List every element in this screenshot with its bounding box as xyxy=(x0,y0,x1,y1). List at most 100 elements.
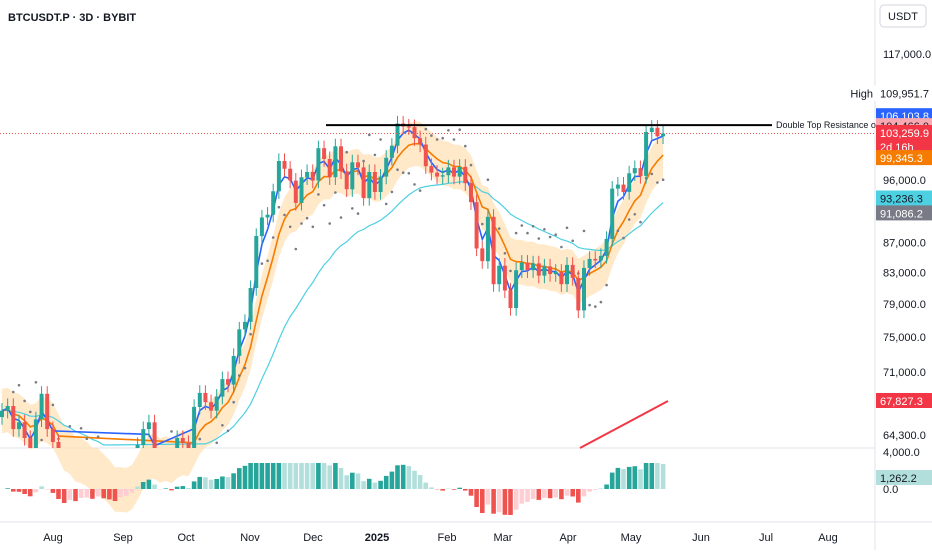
oscillator-bar xyxy=(310,463,315,489)
oscillator-bar xyxy=(655,463,660,489)
oscillator-bar xyxy=(265,463,270,489)
candle-body xyxy=(435,173,439,177)
price-tag: 91,086.2 xyxy=(876,205,932,220)
oscillator-bar xyxy=(113,489,118,501)
oscillator-bar xyxy=(141,482,146,489)
candle-body xyxy=(45,394,49,429)
candle-body xyxy=(305,172,309,177)
candle-body xyxy=(254,236,258,288)
oscillator-bar xyxy=(220,477,225,490)
candle-body xyxy=(175,438,179,448)
oscillator-bar xyxy=(440,489,445,491)
candle-body xyxy=(322,148,326,159)
oscillator-bar xyxy=(452,489,457,490)
oscillator-bar xyxy=(463,489,468,491)
oscillator-bar xyxy=(486,489,491,505)
oscillator-bar xyxy=(254,463,259,489)
oscillator-bar xyxy=(299,463,304,489)
candle-body xyxy=(203,393,207,402)
oscillator-bar xyxy=(152,485,157,489)
psar-dot xyxy=(300,222,303,225)
candle-body xyxy=(300,177,304,203)
psar-dot xyxy=(504,252,507,255)
oscillator-bar xyxy=(633,466,638,489)
candle-body xyxy=(633,168,637,173)
candle-body xyxy=(328,159,332,177)
price-tag-value: 93,236.3 xyxy=(880,194,923,206)
psar-dot xyxy=(312,226,315,229)
oscillator-tick-label: 4,000.0 xyxy=(883,447,920,459)
psar-dot xyxy=(656,181,659,184)
oscillator-bar xyxy=(327,465,332,489)
psar-dot xyxy=(295,248,298,251)
psar-dot xyxy=(583,230,586,233)
psar-dot xyxy=(441,137,444,140)
candle-body xyxy=(610,189,614,239)
candle-body xyxy=(23,422,27,438)
oscillator-bar xyxy=(164,488,169,489)
oscillator-bar xyxy=(356,473,361,489)
time-tick-label: May xyxy=(621,532,642,544)
oscillator-bar xyxy=(130,489,135,493)
oscillator-bar xyxy=(79,489,84,498)
psar-dot xyxy=(447,129,450,132)
psar-dot xyxy=(80,427,83,430)
candle-body xyxy=(288,169,292,181)
candle-body xyxy=(554,272,558,274)
psar-dot xyxy=(413,183,416,186)
time-tick-label: Sep xyxy=(113,532,133,544)
oscillator-bar xyxy=(537,489,542,500)
time-tick-label: Feb xyxy=(438,532,457,544)
psar-dot xyxy=(560,246,563,249)
candle-body xyxy=(40,394,44,420)
oscillator-bar xyxy=(457,488,462,489)
oscillator-bar xyxy=(378,481,383,489)
candle-body xyxy=(209,402,213,411)
candle-body xyxy=(277,161,281,191)
oscillator-bar xyxy=(22,489,27,494)
currency-button-label: USDT xyxy=(888,11,918,23)
oscillator-bar xyxy=(531,489,536,499)
oscillator-bar xyxy=(616,468,621,489)
oscillator-bar xyxy=(497,489,502,512)
psar-dot xyxy=(402,171,405,174)
psar-dot xyxy=(639,221,642,224)
psar-dot xyxy=(351,207,354,210)
oscillator-bar xyxy=(638,469,643,489)
candle-body xyxy=(531,263,535,270)
oscillator-bar xyxy=(226,477,231,489)
candle-body xyxy=(384,158,388,177)
candle-body xyxy=(565,265,569,284)
psar-dot xyxy=(345,151,348,154)
oscillator-bar xyxy=(361,481,366,489)
candle-body xyxy=(333,146,337,177)
oscillator-bar xyxy=(147,480,152,489)
candle-body xyxy=(367,172,371,198)
psar-dot xyxy=(23,400,26,403)
psar-dot xyxy=(662,178,665,181)
psar-dot xyxy=(588,304,591,307)
currency-button[interactable]: USDT xyxy=(880,5,926,27)
candle-body xyxy=(243,322,247,330)
oscillator-bar xyxy=(576,489,581,503)
oscillator-bar xyxy=(322,463,327,489)
candle-body xyxy=(34,419,38,448)
candle-body xyxy=(311,172,315,181)
candle-body xyxy=(655,128,659,137)
oscillator-bar xyxy=(520,489,525,504)
oscillator-bar xyxy=(11,489,16,492)
oscillator-bar xyxy=(469,489,474,496)
oscillator-bar xyxy=(644,463,649,489)
oscillator-bar xyxy=(181,486,186,489)
psar-dot xyxy=(215,442,218,445)
oscillator-bar xyxy=(565,489,570,496)
psar-dot xyxy=(515,232,518,235)
candle-body xyxy=(28,438,32,448)
psar-dot xyxy=(272,236,275,239)
psar-dot xyxy=(379,138,382,141)
candle-body xyxy=(650,128,654,132)
oscillator-bar xyxy=(373,483,378,489)
